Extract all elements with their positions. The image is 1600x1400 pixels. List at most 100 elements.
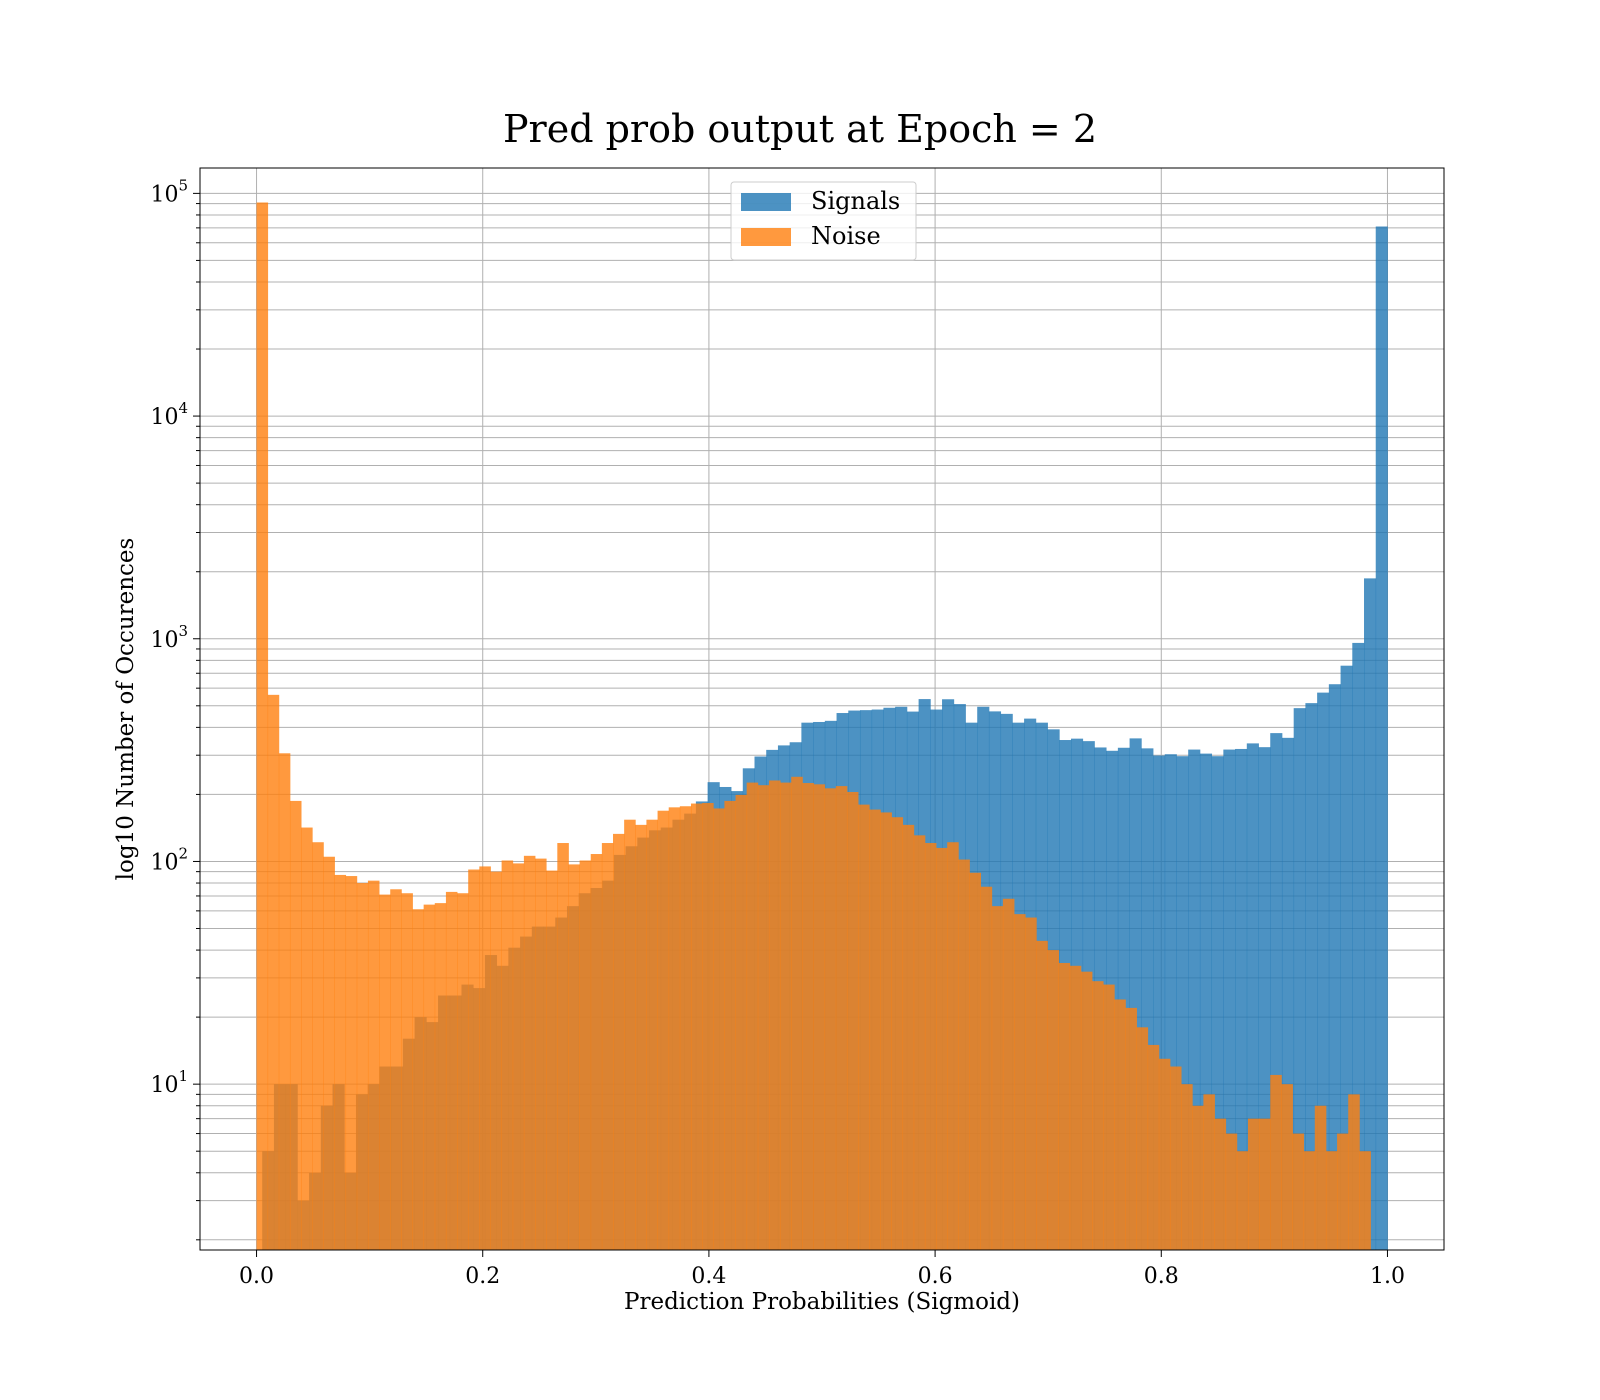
noise-bar xyxy=(312,842,324,1250)
x-axis-label: Prediction Probabilities (Sigmoid) xyxy=(624,1289,1020,1315)
noise-bar xyxy=(1136,1027,1149,1250)
noise-bar xyxy=(479,866,491,1250)
signals-bar xyxy=(1293,708,1306,1250)
signals-bar xyxy=(1305,703,1318,1250)
noise-bar xyxy=(590,854,603,1250)
noise-bar xyxy=(1270,1074,1282,1250)
noise-bar xyxy=(367,880,380,1250)
noise-bar xyxy=(1080,971,1093,1250)
signals-bar xyxy=(1328,684,1341,1250)
noise-bar xyxy=(1225,1133,1238,1250)
noise-bar xyxy=(824,788,837,1250)
noise-bar xyxy=(1303,1151,1316,1250)
x-tick-label: 0.0 xyxy=(239,1264,274,1289)
noise-bar xyxy=(635,824,647,1250)
noise-bar xyxy=(289,800,302,1250)
noise-bar xyxy=(947,842,959,1250)
signals-bar xyxy=(1235,748,1248,1250)
noise-bar xyxy=(1147,1044,1160,1250)
x-tick-label: 0.8 xyxy=(1144,1264,1179,1289)
noise-bar xyxy=(813,784,826,1250)
legend-label-noise: Noise xyxy=(811,222,881,250)
noise-bar xyxy=(802,783,814,1250)
noise-bar xyxy=(601,843,614,1250)
signals-bar xyxy=(1223,749,1236,1250)
noise-bar xyxy=(936,847,948,1250)
noise-bar xyxy=(1348,1094,1360,1250)
noise-bar xyxy=(646,819,658,1250)
noise-bar xyxy=(412,909,425,1250)
noise-bar xyxy=(1214,1118,1227,1250)
noise-bar xyxy=(490,871,503,1250)
noise-bar xyxy=(657,810,670,1250)
noise-bar xyxy=(334,874,347,1250)
noise-bar xyxy=(1103,984,1115,1250)
noise-bar xyxy=(379,894,391,1250)
noise-bar xyxy=(1236,1151,1249,1250)
noise-bar xyxy=(1036,940,1048,1250)
noise-bar xyxy=(958,859,970,1250)
noise-bar xyxy=(1047,950,1059,1250)
noise-bar xyxy=(613,833,625,1250)
noise-bar xyxy=(1002,898,1015,1250)
noise-bar xyxy=(1158,1058,1171,1250)
noise-bar xyxy=(1337,1133,1349,1250)
noise-bar xyxy=(1058,962,1071,1250)
noise-bar xyxy=(702,803,714,1250)
noise-bar xyxy=(735,794,748,1250)
x-tick-label: 1.0 xyxy=(1370,1264,1405,1289)
y-axis-label: log10 Number of Occurences xyxy=(113,538,139,881)
noise-bar xyxy=(1014,914,1026,1250)
noise-bar xyxy=(1203,1094,1215,1250)
noise-bar xyxy=(401,893,413,1250)
signals-bar xyxy=(1364,578,1377,1250)
legend-label-signals: Signals xyxy=(811,187,900,215)
noise-bar xyxy=(757,785,770,1250)
signals-bar xyxy=(1375,226,1388,1250)
legend-swatch-signals xyxy=(741,193,791,211)
noise-bar xyxy=(278,753,291,1250)
y-tick-label: 101 xyxy=(150,1067,188,1098)
noise-bar xyxy=(445,891,458,1250)
noise-bar xyxy=(557,843,569,1250)
noise-bar xyxy=(869,809,881,1250)
noise-bar xyxy=(679,806,692,1250)
noise-bar xyxy=(267,694,280,1250)
noise-bar xyxy=(423,904,436,1250)
noise-bar xyxy=(1114,999,1126,1250)
noise-bar xyxy=(523,855,536,1250)
x-tick-label: 0.2 xyxy=(465,1264,500,1289)
noise-bar xyxy=(724,800,736,1250)
y-tick-label: 105 xyxy=(150,176,188,207)
noise-bar xyxy=(913,835,926,1250)
noise-bar xyxy=(390,889,402,1250)
noise-bar xyxy=(924,843,937,1250)
noise-bar xyxy=(768,780,781,1250)
noise-bar xyxy=(891,817,904,1250)
noise-bar xyxy=(835,786,848,1250)
noise-bar xyxy=(1359,1151,1371,1250)
noise-bar xyxy=(858,804,870,1250)
noise-bar xyxy=(713,808,725,1250)
noise-bar xyxy=(1169,1066,1182,1250)
noise-bar xyxy=(323,856,335,1250)
noise-bar xyxy=(256,202,269,1250)
noise-bar xyxy=(1259,1118,1271,1250)
noise-bar xyxy=(846,792,859,1250)
noise-bar xyxy=(1325,1151,1338,1250)
noise-bar xyxy=(1247,1118,1260,1250)
noise-bar xyxy=(624,819,636,1250)
noise-bar xyxy=(969,872,982,1250)
noise-bar xyxy=(1069,965,1082,1250)
x-tick-label: 0.6 xyxy=(918,1264,953,1289)
noise-bar xyxy=(345,876,358,1250)
legend: Signals Noise xyxy=(730,181,917,261)
legend-swatch-noise xyxy=(741,228,791,246)
noise-bar xyxy=(457,893,469,1250)
noise-bar xyxy=(468,869,480,1250)
noise-bar xyxy=(1181,1084,1193,1250)
noise-bar xyxy=(568,864,580,1250)
noise-bar xyxy=(1125,1007,1137,1250)
noise-bar xyxy=(980,886,993,1250)
